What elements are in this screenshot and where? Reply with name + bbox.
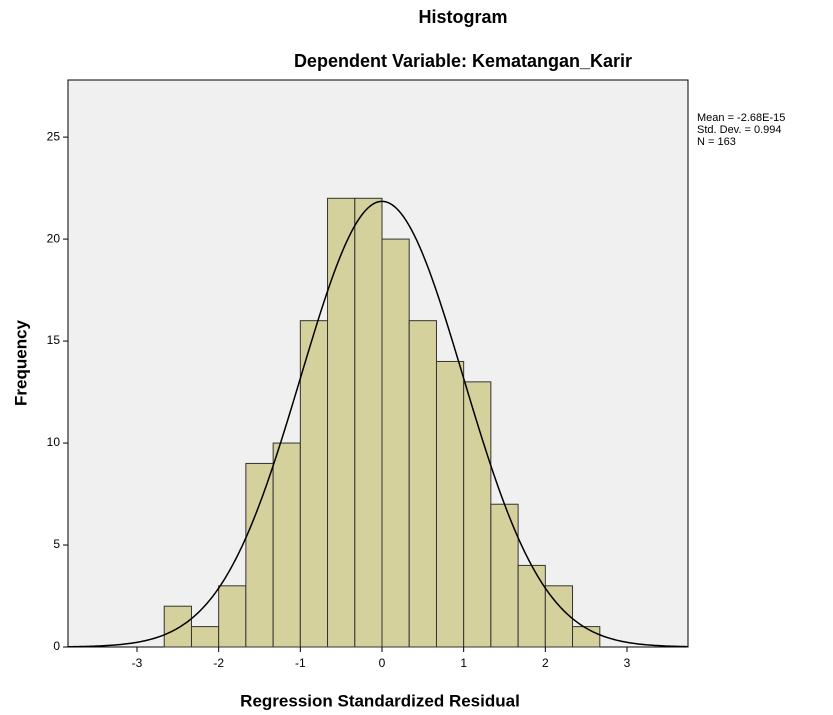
y-tick-label: 20	[47, 231, 61, 245]
x-tick-label: -1	[295, 656, 306, 670]
bar	[408, 320, 437, 648]
bar	[544, 585, 574, 648]
bar	[163, 605, 192, 648]
bar	[435, 360, 465, 648]
y-tick-label: 5	[53, 537, 60, 551]
y-tick-label: 0	[53, 639, 60, 653]
bar	[572, 626, 601, 648]
bar	[299, 320, 329, 648]
y-tick-label: 15	[47, 333, 61, 347]
x-tick-label: 0	[379, 656, 386, 670]
bar	[463, 381, 492, 648]
y-tick-label: 25	[47, 129, 61, 143]
stat-label: N = 163	[697, 136, 736, 148]
x-tick-label: 3	[624, 656, 631, 670]
y-tick-label: 10	[47, 435, 61, 449]
bar	[190, 626, 220, 648]
stat-label: Std. Dev. = 0.994	[697, 124, 782, 136]
bar	[517, 564, 546, 648]
normal-curve	[67, 200, 689, 648]
x-tick-label: 1	[460, 656, 467, 670]
bar	[490, 503, 519, 648]
chart-title: Histogram	[418, 7, 507, 27]
bar	[327, 197, 356, 648]
y-axis-label: Frequency	[11, 319, 30, 406]
bar	[354, 197, 383, 648]
chart-subtitle: Dependent Variable: Kematangan_Karir	[294, 51, 632, 71]
x-tick-label: -3	[132, 656, 143, 670]
bar	[272, 442, 301, 648]
stat-label: Mean = -2.68E-15	[697, 112, 785, 124]
bar	[218, 585, 247, 648]
x-tick-label: -2	[213, 656, 224, 670]
x-tick-label: 2	[542, 656, 549, 670]
bar	[381, 238, 410, 648]
bar	[245, 462, 274, 648]
x-axis-label: Regression Standardized Residual	[240, 691, 520, 710]
